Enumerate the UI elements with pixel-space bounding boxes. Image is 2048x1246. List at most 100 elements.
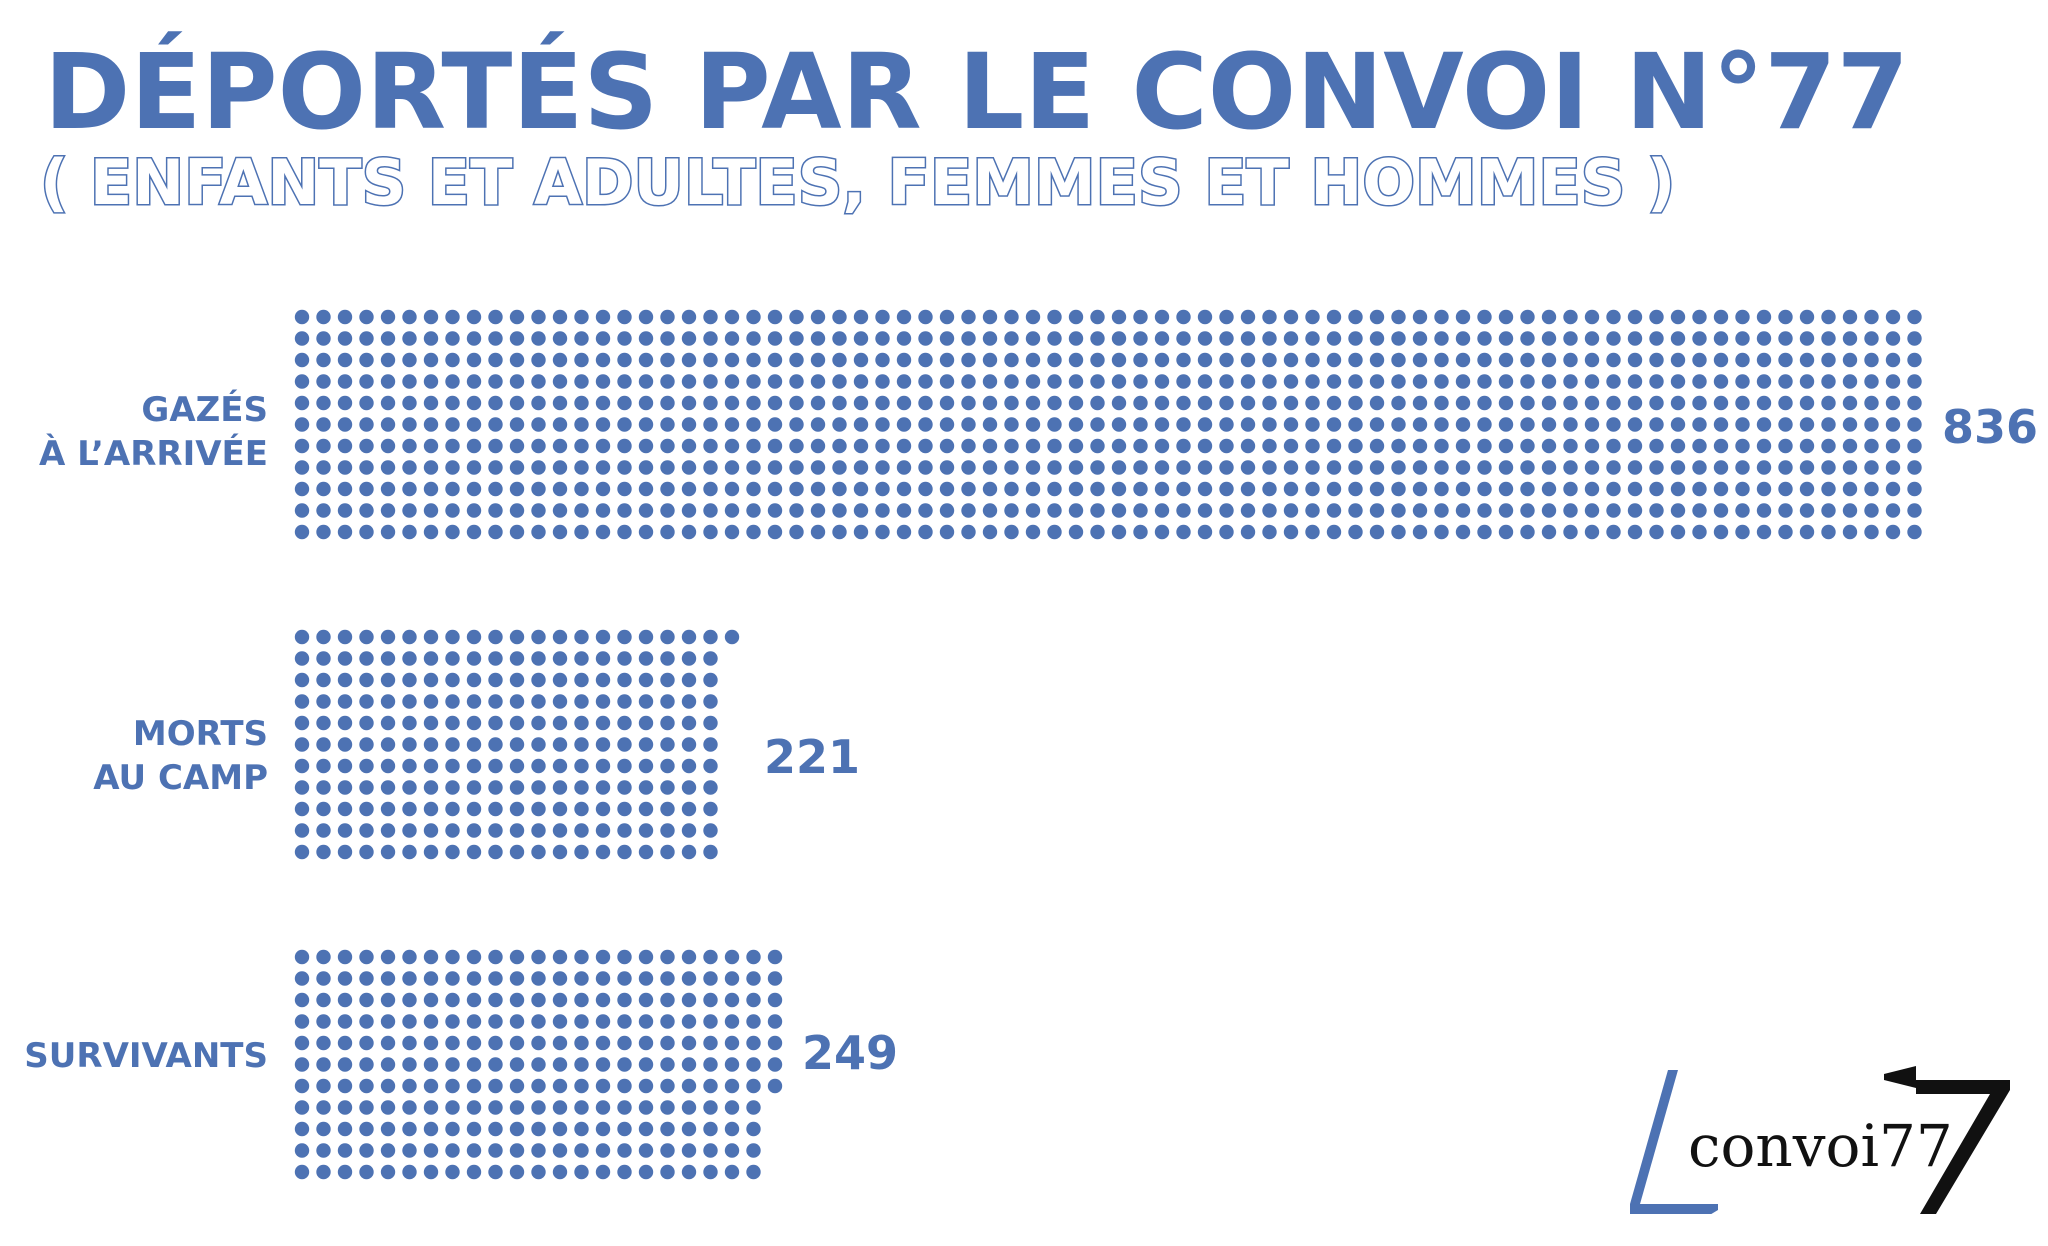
person-dot	[1670, 524, 1686, 540]
person-dot	[1154, 374, 1170, 389]
person-dot	[574, 1078, 589, 1094]
person-dot	[574, 1035, 589, 1051]
person-dot	[1369, 481, 1385, 497]
convoi77-logo: convoi77	[1618, 1064, 2018, 1214]
person-dot	[445, 1100, 460, 1115]
person-dot	[337, 460, 353, 475]
person-dot	[488, 524, 503, 540]
person-dot	[638, 481, 654, 497]
person-dot	[1025, 309, 1041, 325]
person-dot	[337, 844, 353, 860]
person-dot	[1240, 503, 1256, 518]
person-dot	[724, 395, 740, 411]
person-dot	[617, 331, 632, 346]
person-dot	[767, 524, 783, 540]
person-dot	[359, 651, 374, 666]
person-dot	[423, 1100, 439, 1115]
person-dot	[1004, 481, 1019, 497]
person-dot	[638, 1057, 654, 1072]
person-dot	[423, 780, 439, 795]
person-dot	[488, 503, 503, 518]
person-dot	[1025, 438, 1041, 454]
person-dot	[1391, 438, 1406, 454]
person-dot	[445, 949, 460, 965]
person-dot	[939, 331, 955, 346]
person-dot	[660, 460, 675, 475]
person-dot	[918, 331, 933, 346]
person-dot	[1627, 331, 1643, 346]
person-dot	[466, 1014, 482, 1029]
person-dot	[1326, 460, 1342, 475]
person-dot	[466, 971, 482, 986]
person-dot	[595, 1014, 611, 1029]
person-dot	[552, 352, 568, 368]
person-dot	[509, 1035, 525, 1051]
person-dot	[638, 352, 654, 368]
person-dot	[552, 715, 568, 731]
person-dot	[1520, 309, 1535, 325]
person-dot	[337, 1164, 353, 1180]
person-dot	[402, 1035, 417, 1051]
person-dot	[939, 352, 955, 368]
person-dot	[660, 1121, 675, 1137]
person-dot	[1692, 374, 1707, 389]
person-dot	[617, 780, 632, 795]
person-dot	[724, 1121, 740, 1137]
person-dot	[337, 309, 353, 325]
person-dot	[1735, 395, 1750, 411]
person-dot	[1262, 331, 1277, 346]
person-dot	[703, 1035, 718, 1051]
person-dot	[423, 1121, 439, 1137]
person-dot	[724, 438, 740, 454]
person-dot	[445, 352, 460, 368]
person-dot	[1391, 331, 1406, 346]
person-dot	[1563, 352, 1578, 368]
person-dot	[337, 1057, 353, 1072]
person-dot	[1541, 524, 1557, 540]
person-dot	[703, 481, 718, 497]
person-dot	[767, 438, 783, 454]
person-dot	[1047, 503, 1062, 518]
person-dot	[1756, 524, 1772, 540]
person-dot	[638, 503, 654, 518]
person-dot	[509, 1143, 525, 1158]
person-dot	[316, 780, 331, 795]
person-dot	[359, 374, 374, 389]
person-dot	[660, 374, 675, 389]
person-dot	[359, 460, 374, 475]
person-dot	[1584, 331, 1600, 346]
person-dot	[896, 417, 912, 432]
person-dot	[1391, 395, 1406, 411]
person-dot	[595, 438, 611, 454]
person-dot	[1412, 417, 1428, 432]
person-dot	[1649, 395, 1664, 411]
person-dot	[1670, 395, 1686, 411]
person-dot	[1713, 481, 1729, 497]
person-dot	[445, 1035, 460, 1051]
person-dot	[1885, 503, 1901, 518]
person-dot	[359, 1057, 374, 1072]
person-dot	[1756, 331, 1772, 346]
person-dot	[445, 823, 460, 838]
person-dot	[789, 374, 804, 389]
person-dot	[660, 823, 675, 838]
person-dot	[294, 524, 310, 540]
person-dot	[316, 1078, 331, 1094]
person-dot	[703, 395, 718, 411]
person-dot	[767, 460, 783, 475]
person-dot	[617, 1143, 632, 1158]
person-dot	[595, 374, 611, 389]
person-dot	[961, 309, 976, 325]
person-dot	[617, 758, 632, 774]
person-dot	[1412, 309, 1428, 325]
person-dot	[380, 1057, 396, 1072]
person-dot	[1498, 309, 1514, 325]
person-dot	[617, 1078, 632, 1094]
person-dot	[1047, 395, 1062, 411]
person-dot	[1283, 503, 1299, 518]
person-dot	[294, 331, 310, 346]
person-dot	[724, 331, 740, 346]
person-dot	[1133, 395, 1148, 411]
person-dot	[638, 374, 654, 389]
person-dot	[1885, 331, 1901, 346]
